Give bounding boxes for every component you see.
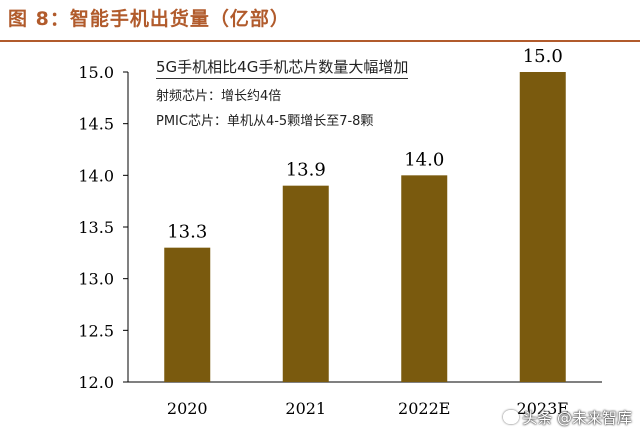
figure-title: 图 8：智能手机出货量（亿部） [8, 8, 290, 30]
x-tick-label: 2022E [398, 399, 450, 418]
annotation-line-pmic: PMIC芯片：单机从4-5颗增长至7-8颗 [156, 114, 374, 129]
data-label: 13.9 [286, 160, 326, 181]
watermark: 头条 @未来智库 [503, 407, 632, 428]
watermark-text: 头条 @未来智库 [522, 409, 632, 427]
annotation-heading: 5G手机相比4G手机芯片数量大幅增加 [156, 56, 409, 79]
y-tick-label: 15.0 [78, 63, 114, 82]
annotation-line-rf: 射频芯片：增长约4倍 [156, 89, 282, 104]
y-tick-label: 14.0 [78, 166, 114, 185]
bar [164, 247, 211, 382]
bar [282, 185, 329, 382]
y-tick-label: 12.0 [78, 373, 114, 392]
y-tick-label: 13.0 [78, 270, 114, 289]
speech-bubble-icon [503, 410, 520, 424]
x-tick-label: 2023E [517, 399, 569, 418]
y-tick-label: 14.5 [78, 115, 114, 134]
data-label: 14.0 [404, 149, 444, 170]
x-tick-label: 2020 [167, 399, 208, 418]
y-tick-label: 12.5 [78, 321, 114, 340]
bar [401, 175, 448, 382]
annotation-box: 5G手机相比4G手机芯片数量大幅增加 射频芯片：增长约4倍 PMIC芯片：单机从… [156, 56, 409, 129]
x-tick-label: 2021 [285, 399, 326, 418]
data-label: 13.3 [167, 222, 207, 243]
data-label: 15.0 [523, 46, 563, 67]
bar [519, 72, 566, 382]
y-tick-label: 13.5 [78, 218, 114, 237]
title-rule [0, 40, 640, 42]
